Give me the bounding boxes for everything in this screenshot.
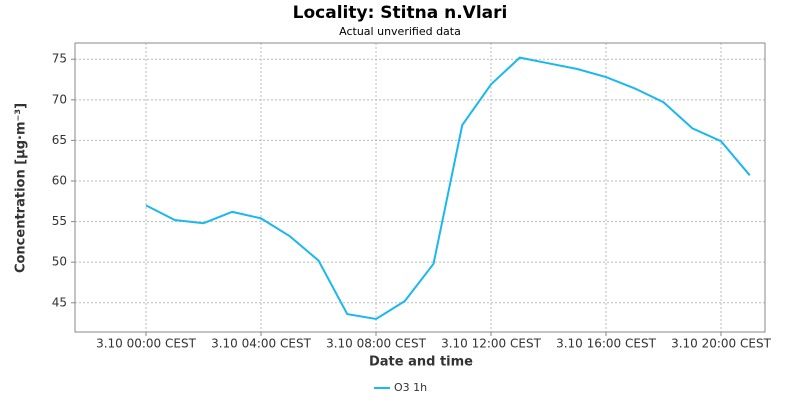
- x-tick-label: 3.10 12:00 CEST: [441, 337, 542, 351]
- x-tick-label: 3.10 00:00 CEST: [96, 337, 197, 351]
- y-tick-label: 45: [52, 295, 67, 309]
- y-tick-label: 75: [52, 52, 67, 66]
- data-line: [145, 56, 751, 321]
- chart-subtitle: Actual unverified data: [339, 25, 461, 38]
- legend-label: O3 1h: [394, 381, 427, 394]
- y-tick-label: 70: [52, 92, 67, 106]
- y-tick-label: 60: [52, 174, 67, 188]
- x-tick-label: 3.10 16:00 CEST: [556, 337, 657, 351]
- y-tick-label: 50: [52, 255, 67, 269]
- y-tick-label: 55: [52, 214, 67, 228]
- x-tick-label: 3.10 04:00 CEST: [211, 337, 312, 351]
- x-tick-label: 3.10 08:00 CEST: [326, 337, 427, 351]
- plot-border: [74, 42, 766, 333]
- y-tick-label: 65: [52, 133, 67, 147]
- x-tick-label: 3.10 20:00 CEST: [671, 337, 772, 351]
- y-axis-label: Concentration [µg·m⁻³]: [14, 103, 29, 273]
- x-axis-label: Date and time: [369, 355, 473, 370]
- chart-title: Locality: Stitna n.Vlari: [293, 3, 508, 23]
